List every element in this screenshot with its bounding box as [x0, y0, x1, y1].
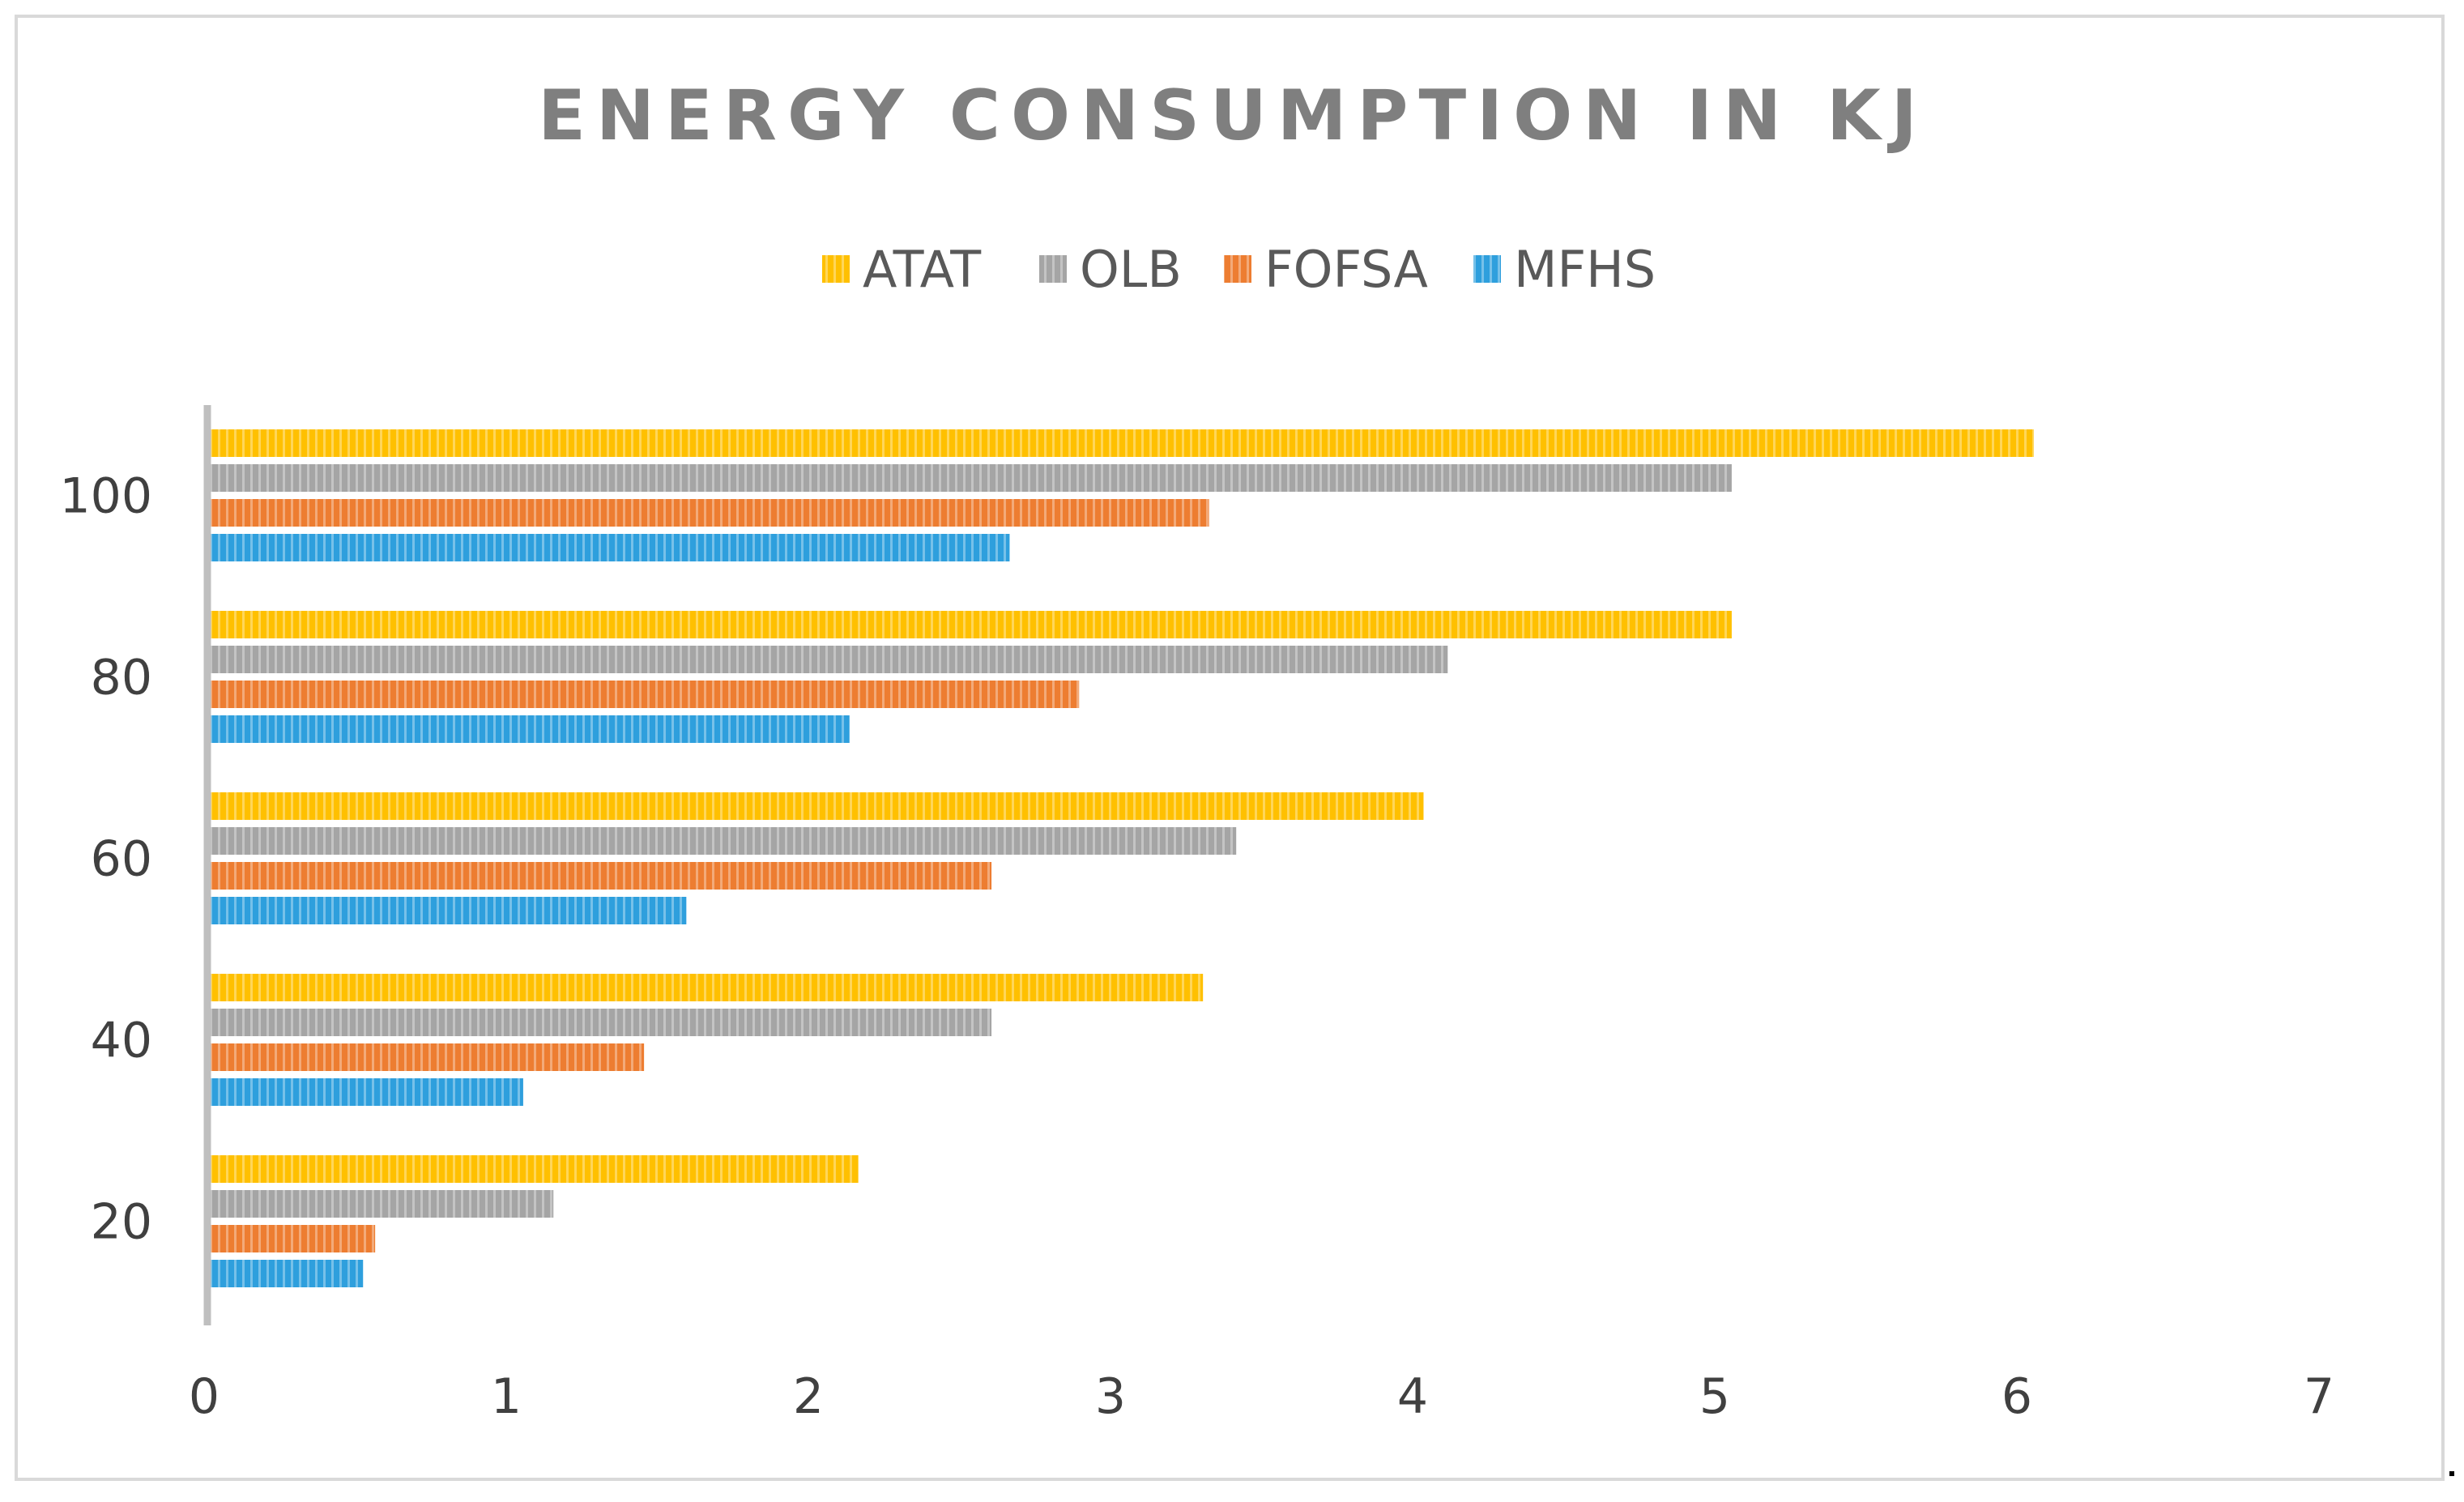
bar-fofsa-80: [209, 681, 1080, 708]
bar-atat-60: [209, 792, 1424, 820]
bar-atat-80: [209, 611, 1732, 638]
y-axis-ticks: 20 40 60 80 100: [59, 468, 152, 1251]
bar-atat-20: [209, 1155, 859, 1183]
legend-item-olb: OLB: [1039, 240, 1182, 299]
bar-fofsa-20: [209, 1225, 376, 1252]
y-tick-label-60: 60: [91, 831, 152, 888]
bar-olb-60: [209, 827, 1237, 855]
x-tick-label-3: 3: [1095, 1368, 1126, 1425]
legend-label-atat: ATAT: [863, 240, 982, 299]
bar-mfhs-20: [209, 1260, 364, 1287]
legend-label-fofsa: FOFSA: [1264, 240, 1428, 299]
x-tick-label-0: 0: [189, 1368, 220, 1425]
y-tick-label-100: 100: [59, 468, 152, 525]
trailing-dot: [2449, 1471, 2454, 1476]
bars: [209, 429, 2034, 1287]
y-tick-label-40: 40: [91, 1013, 152, 1069]
bar-atat-100: [209, 429, 2034, 457]
bar-mfhs-40: [209, 1078, 523, 1106]
legend-swatch-mfhs: [1473, 255, 1501, 283]
x-tick-label-4: 4: [1397, 1368, 1428, 1425]
legend-item-atat: ATAT: [822, 240, 982, 299]
bar-fofsa-100: [209, 499, 1209, 527]
chart-title: ENERGY CONSUMPTION IN KJ: [538, 75, 1927, 156]
x-axis-ticks: 0 1 2 3 4 5 6 7: [189, 1368, 2334, 1425]
legend-swatch-fofsa: [1224, 255, 1251, 283]
legend: ATAT OLB FOFSA MFHS: [822, 240, 1656, 299]
x-tick-label-1: 1: [491, 1368, 522, 1425]
bar-atat-40: [209, 974, 1204, 1001]
legend-label-mfhs: MFHS: [1514, 240, 1656, 299]
bar-mfhs-100: [209, 534, 1010, 561]
bar-olb-80: [209, 646, 1448, 673]
x-tick-label-5: 5: [1699, 1368, 1730, 1425]
legend-swatch-atat: [822, 255, 850, 283]
y-tick-label-80: 80: [91, 650, 152, 706]
x-tick-label-2: 2: [793, 1368, 824, 1425]
bar-olb-40: [209, 1009, 992, 1036]
bar-olb-100: [209, 464, 1732, 492]
legend-item-mfhs: MFHS: [1473, 240, 1656, 299]
x-tick-label-6: 6: [2001, 1368, 2032, 1425]
legend-label-olb: OLB: [1080, 240, 1182, 299]
bar-mfhs-80: [209, 715, 850, 743]
y-tick-label-20: 20: [91, 1194, 152, 1251]
bar-fofsa-60: [209, 862, 992, 890]
legend-swatch-olb: [1039, 255, 1067, 283]
bar-chart: ENERGY CONSUMPTION IN KJ ATAT OLB FOFSA MFH…: [59, 75, 2334, 1425]
bar-fofsa-40: [209, 1043, 645, 1071]
bar-mfhs-60: [209, 897, 687, 924]
chart-frame: ENERGY CONSUMPTION IN KJ ATAT OLB FOFSA MFH…: [15, 15, 2445, 1481]
x-tick-label-7: 7: [2304, 1368, 2334, 1425]
bar-olb-20: [209, 1190, 554, 1218]
legend-item-fofsa: FOFSA: [1224, 240, 1428, 299]
